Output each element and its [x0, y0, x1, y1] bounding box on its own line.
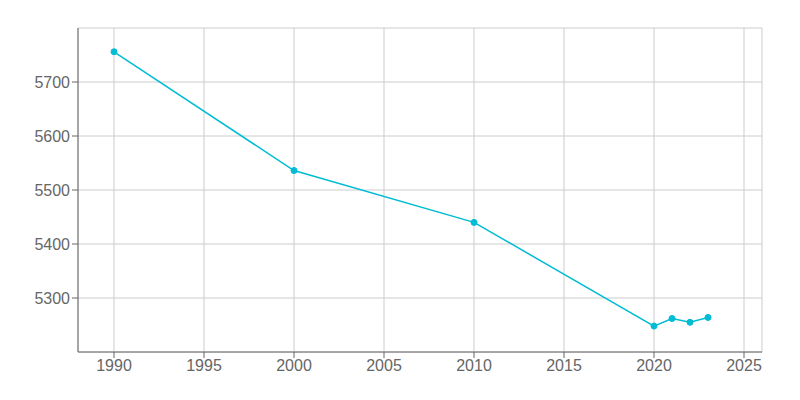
svg-text:2020: 2020 [636, 357, 672, 374]
svg-text:2015: 2015 [546, 357, 582, 374]
svg-text:5400: 5400 [34, 236, 70, 253]
svg-text:2025: 2025 [726, 357, 762, 374]
svg-text:5300: 5300 [34, 290, 70, 307]
svg-text:5600: 5600 [34, 128, 70, 145]
svg-text:1995: 1995 [186, 357, 222, 374]
svg-text:2010: 2010 [456, 357, 492, 374]
svg-text:5700: 5700 [34, 74, 70, 91]
svg-text:2000: 2000 [276, 357, 312, 374]
svg-text:1990: 1990 [96, 357, 132, 374]
svg-text:5500: 5500 [34, 182, 70, 199]
svg-text:2005: 2005 [366, 357, 402, 374]
